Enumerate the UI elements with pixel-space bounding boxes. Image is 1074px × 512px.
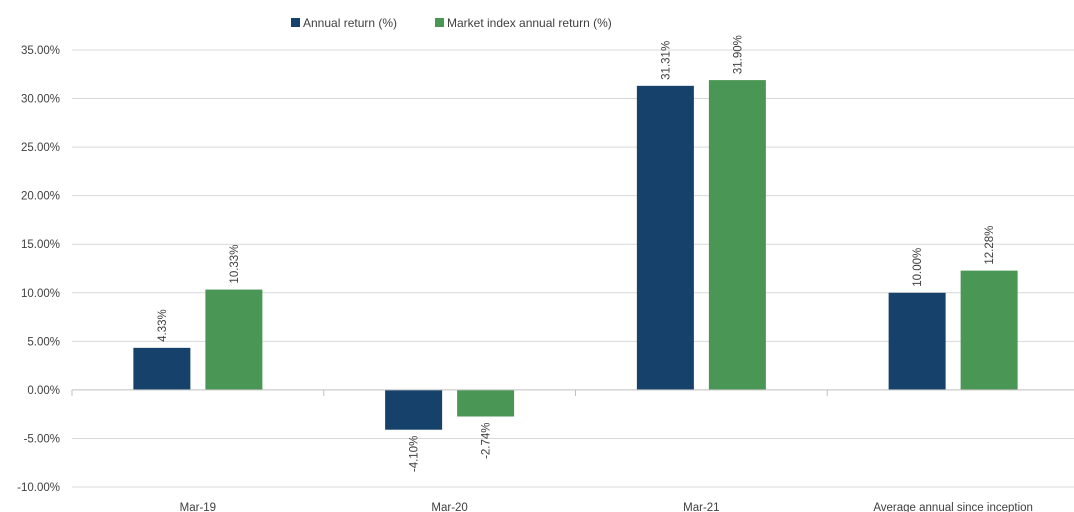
x-tick-label: Mar-19	[180, 502, 216, 512]
y-tick-label: 20.00%	[21, 191, 60, 203]
y-tick-label: 0.00%	[27, 385, 60, 397]
legend-swatch	[435, 18, 444, 27]
bar	[385, 389, 443, 430]
y-tick-label: 25.00%	[21, 142, 60, 154]
bar	[708, 80, 766, 390]
data-label: 10.00%	[912, 248, 924, 287]
data-label: 31.90%	[732, 35, 744, 74]
data-labels: 4.33% 10.33% -4.10% -2.74% 31.31% 31.90% 10.00…	[157, 35, 996, 472]
data-label: -4.10%	[409, 436, 421, 472]
y-tick-label: -10.00%	[17, 482, 60, 494]
data-label: 10.33%	[229, 245, 241, 284]
bar	[205, 289, 263, 390]
bar	[457, 389, 515, 417]
data-label: 4.33%	[157, 309, 169, 342]
bar	[133, 347, 191, 390]
y-tick-label: -5.00%	[24, 433, 60, 445]
data-label: -2.74%	[481, 422, 493, 458]
legend-swatch	[291, 18, 300, 27]
legend: Annual return (%) Market index annual ret…	[291, 16, 612, 30]
x-tick-label: Average annual since inception	[873, 502, 1033, 512]
bar	[960, 270, 1018, 390]
y-tick-label: 15.00%	[21, 239, 60, 251]
x-tick-label: Mar-20	[431, 502, 467, 512]
y-tick-label: 35.00%	[21, 45, 60, 57]
legend-label: Annual return (%)	[303, 16, 397, 30]
bar	[888, 292, 946, 390]
x-axis: Mar-19 Mar-20 Mar-21 Average annual since i…	[71, 389, 1074, 512]
y-axis: 35.00% 30.00% 25.00% 20.00% 15.00% 10.00% 5.00…	[17, 45, 60, 494]
bars	[133, 80, 1018, 430]
data-label: 31.31%	[660, 41, 672, 80]
bar	[636, 85, 694, 390]
y-tick-label: 10.00%	[21, 288, 60, 300]
legend-label: Market index annual return (%)	[447, 16, 612, 30]
data-label: 12.28%	[984, 226, 996, 265]
y-tick-label: 30.00%	[21, 94, 60, 106]
x-tick-label: Mar-21	[683, 502, 719, 512]
y-tick-label: 5.00%	[27, 336, 60, 348]
